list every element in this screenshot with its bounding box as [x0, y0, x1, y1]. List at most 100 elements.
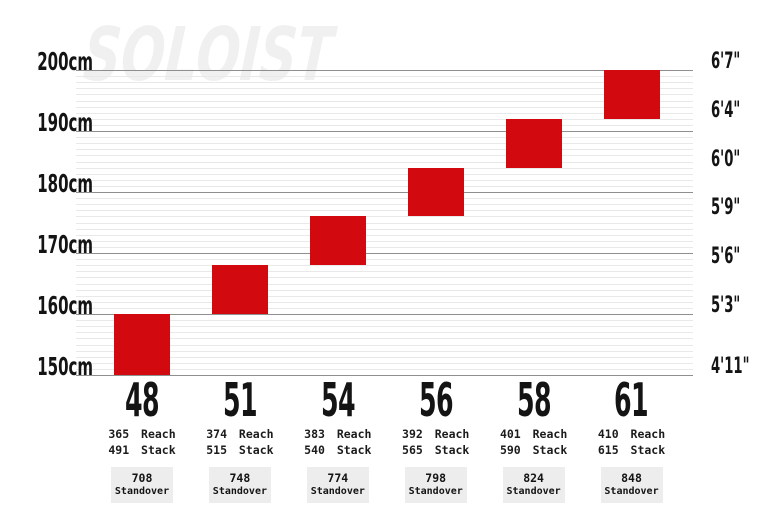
left-axis-label-180cm: 180cm	[0, 171, 93, 196]
standover-badge: 798 Standover	[404, 467, 467, 503]
right-axis-label-text: 6'7"	[711, 49, 741, 74]
reach-value: 392 Reach	[402, 427, 470, 441]
size-number-text: 61	[614, 373, 649, 427]
right-axis-label-200cm: 6'7"	[711, 49, 760, 74]
size-column-61: 61 410 Reach 615 Stack 848 Standover	[583, 373, 681, 503]
right-axis-label-text: 6'4"	[711, 97, 741, 123]
size-column-48: 48 365 Reach 491 Stack 708 Standover	[93, 373, 191, 503]
gridline-minor-184cm	[76, 167, 693, 169]
left-axis-label-text: 160cm	[37, 291, 94, 320]
stack-value: 590 Stack	[499, 443, 568, 457]
gridline-minor-171cm	[76, 246, 693, 248]
standover-label: Standover	[408, 486, 463, 497]
standover-label: Standover	[310, 486, 365, 497]
size-number: 58	[485, 373, 583, 427]
standover-value: 824	[523, 471, 544, 485]
size-column-56: 56 392 Reach 565 Stack 798 Standover	[387, 377, 485, 503]
gridline-minor-177cm	[76, 210, 693, 212]
gridline-minor-183cm	[76, 173, 693, 175]
stack-value: 615 Stack	[597, 443, 666, 457]
gridline-minor-193cm	[76, 112, 693, 114]
right-axis-label-text: 5'9"	[711, 195, 741, 221]
reach-value: 410 Reach	[597, 427, 666, 441]
right-axis-label-160cm: 5'3"	[711, 293, 760, 318]
gridline-minor-194cm	[76, 106, 693, 108]
gridline-minor-153cm	[76, 356, 693, 358]
gridline-minor-186cm	[76, 155, 693, 157]
height-range-bar-size-48	[114, 314, 170, 375]
standover-label: Standover	[212, 486, 267, 497]
gridline-minor-192cm	[76, 118, 693, 120]
size-number: 48	[93, 373, 191, 427]
gridline-major-160cm	[76, 314, 693, 315]
gridline-minor-176cm	[76, 216, 693, 218]
left-axis-label-text: 190cm	[37, 108, 94, 137]
left-axis-label-190cm: 190cm	[0, 110, 93, 135]
right-axis-label-text: 4'11"	[711, 354, 750, 379]
gridline-minor-169cm	[76, 259, 693, 261]
gridline-minor-164cm	[76, 289, 693, 291]
left-axis-label-160cm: 160cm	[0, 293, 93, 318]
size-column-58: 58 401 Reach 590 Stack 824 Standover	[485, 373, 583, 503]
stack-value: 565 Stack	[402, 443, 470, 457]
gridline-minor-172cm	[76, 240, 693, 242]
right-axis-label-150cm: 4'11"	[711, 354, 775, 379]
gridline-minor-179cm	[76, 198, 693, 200]
standover-value: 848	[621, 471, 642, 485]
standover-value: 774	[327, 471, 349, 485]
size-number-text: 48	[124, 373, 160, 427]
standover-badge: 748 Standover	[208, 467, 271, 503]
reach-value: 383 Reach	[304, 427, 372, 441]
gridline-major-190cm	[76, 131, 693, 132]
stack-value: 491 Stack	[108, 443, 176, 457]
gridline-minor-187cm	[76, 149, 693, 151]
height-range-bar-size-56	[407, 167, 464, 217]
gridline-minor-195cm	[76, 100, 693, 102]
left-axis-label-150cm: 150cm	[0, 354, 93, 379]
left-axis-label-text: 170cm	[37, 230, 94, 259]
size-number-text: 58	[516, 373, 552, 427]
stack-value: 540 Stack	[304, 443, 372, 457]
gridline-minor-191cm	[76, 124, 693, 126]
gridline-minor-157cm	[76, 332, 693, 334]
gridline-major-200cm	[76, 70, 693, 71]
gridline-minor-158cm	[76, 326, 693, 328]
left-axis-label-text: 180cm	[37, 169, 94, 198]
stack-value: 515 Stack	[206, 443, 274, 457]
standover-label: Standover	[114, 486, 170, 497]
gridline-minor-178cm	[76, 204, 693, 206]
size-number: 56	[387, 377, 485, 423]
standover-badge: 848 Standover	[600, 467, 663, 503]
gridline-major-150cm	[76, 375, 693, 376]
standover-value: 708	[131, 471, 153, 485]
right-axis-label-168cm: 5'6"	[711, 244, 760, 270]
gridline-minor-165cm	[76, 283, 693, 285]
right-axis-label-176cm: 5'9"	[711, 195, 760, 221]
right-axis-label-text: 5'3"	[711, 293, 741, 318]
gridline-minor-182cm	[76, 179, 693, 181]
gridline-minor-168cm	[76, 265, 693, 267]
gridline-minor-151cm	[76, 368, 693, 370]
size-number-text: 54	[320, 373, 356, 427]
standover-badge: 774 Standover	[306, 467, 369, 503]
gridline-minor-199cm	[76, 76, 693, 78]
size-number: 54	[289, 373, 387, 427]
gridline-minor-175cm	[76, 222, 693, 224]
gridline-minor-174cm	[76, 228, 693, 230]
size-number: 61	[583, 373, 681, 427]
standover-value: 798	[425, 471, 447, 485]
reach-value: 401 Reach	[499, 427, 568, 441]
right-axis-label-text: 5'6"	[711, 244, 741, 270]
gridline-minor-198cm	[76, 82, 693, 84]
gridline-minor-154cm	[76, 350, 693, 352]
standover-badge: 708 Standover	[111, 467, 173, 503]
gridline-minor-181cm	[76, 185, 693, 187]
gridline-minor-156cm	[76, 338, 693, 340]
left-axis-label-text: 200cm	[37, 47, 94, 76]
gridline-minor-155cm	[76, 344, 693, 346]
standover-label: Standover	[604, 486, 659, 497]
gridline-major-170cm	[76, 253, 693, 254]
gridline-minor-163cm	[76, 295, 693, 297]
gridline-minor-197cm	[76, 88, 693, 90]
